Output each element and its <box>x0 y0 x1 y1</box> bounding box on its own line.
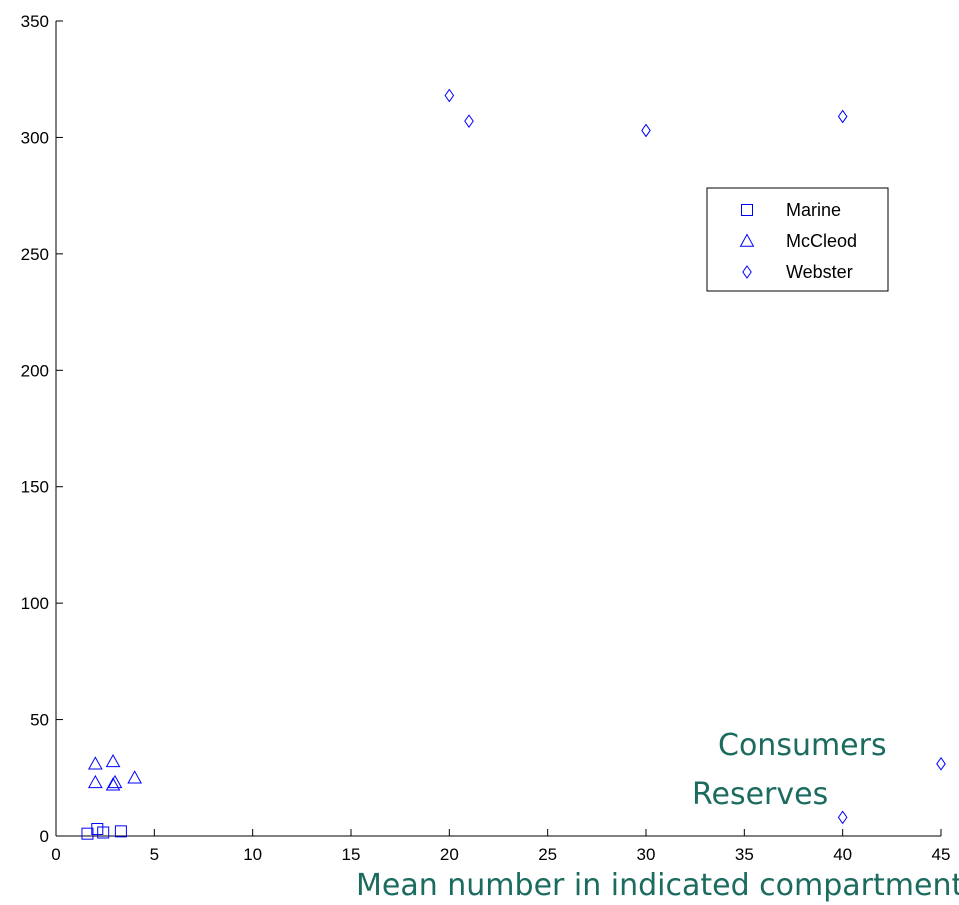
marine-point <box>81 827 94 840</box>
x-tick-label: 10 <box>243 845 262 864</box>
x-tick-label: 40 <box>833 845 852 864</box>
marine-point <box>97 826 110 839</box>
legend-label-mccleod: McCleod <box>786 231 857 251</box>
x-tick-label: 20 <box>440 845 459 864</box>
x-tick-label: 5 <box>150 845 159 864</box>
y-tick-label: 350 <box>21 12 49 31</box>
y-tick-label: 50 <box>30 711 49 730</box>
annotation-reserves: Reserves <box>692 777 828 812</box>
mccleod-point <box>107 774 123 789</box>
legend-label-marine: Marine <box>786 200 841 220</box>
x-tick-label: 35 <box>735 845 754 864</box>
webster-point <box>444 88 455 103</box>
marine-point <box>114 825 127 838</box>
x-tick-label: 15 <box>342 845 361 864</box>
axes <box>55 21 941 837</box>
y-tick-label: 250 <box>21 245 49 264</box>
legend-box <box>706 187 889 292</box>
legend-label-webster: Webster <box>786 262 853 282</box>
x-tick-label: 25 <box>538 845 557 864</box>
x-tick-label: 45 <box>932 845 951 864</box>
x-axis-label: Mean number in indicated compartment <box>356 868 959 903</box>
marine-legend-marker <box>741 204 753 216</box>
webster-point <box>837 810 848 825</box>
mccleod-legend-marker <box>739 233 755 247</box>
y-tick-label: 150 <box>21 478 49 497</box>
y-tick-label: 200 <box>21 361 49 380</box>
y-axis-ticks: 0 50 100 150 200 250 300 350 <box>21 12 63 846</box>
webster-point <box>936 756 946 771</box>
x-tick-label: 30 <box>637 845 656 864</box>
webster-point <box>641 123 651 138</box>
mccleod-point <box>87 756 103 770</box>
y-tick-label: 100 <box>21 594 49 613</box>
mccleod-point <box>87 774 103 789</box>
webster-point <box>837 109 848 124</box>
y-tick-label: 0 <box>40 827 49 846</box>
mccleod-point <box>105 777 121 791</box>
webster-point <box>464 114 474 129</box>
x-tick-label: 0 <box>51 845 60 864</box>
x-axis-ticks: 0 5 10 15 20 25 30 35 40 45 <box>51 829 950 864</box>
y-tick-label: 300 <box>21 128 49 147</box>
webster-legend-marker <box>742 265 752 279</box>
data-points <box>81 88 946 840</box>
annotation-consumers: Consumers <box>718 728 887 763</box>
legend: Marine McCleod Webster <box>706 187 889 292</box>
mccleod-point <box>105 753 121 768</box>
mccleod-point <box>127 770 143 784</box>
